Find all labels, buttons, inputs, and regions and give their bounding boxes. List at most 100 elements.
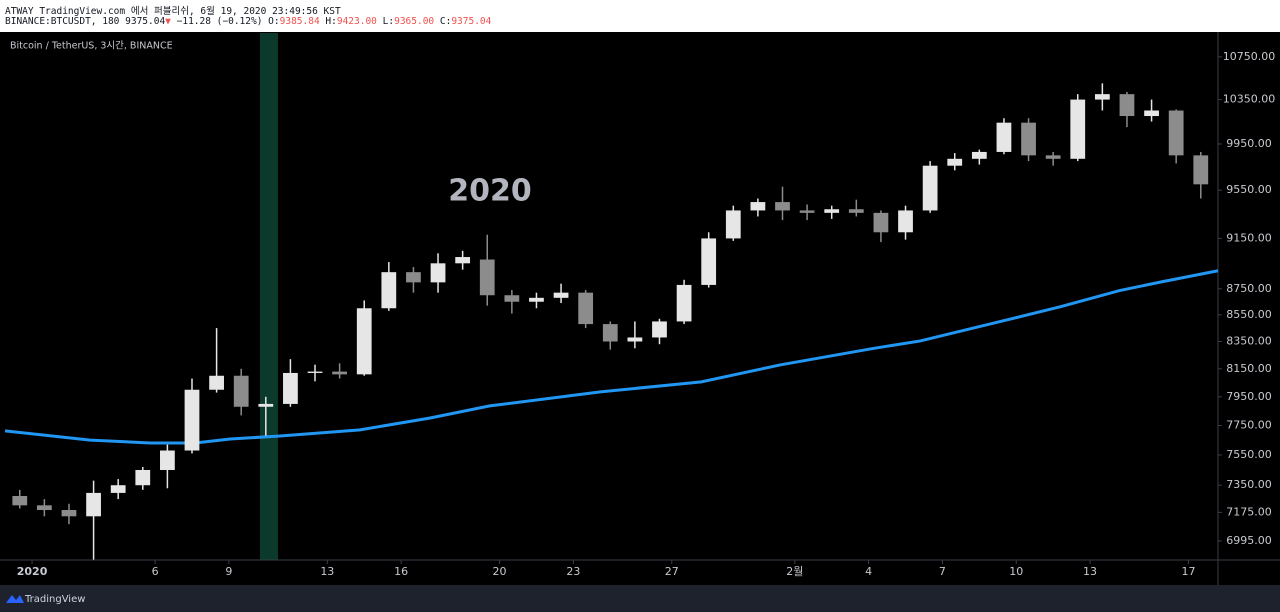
x-tick-label: 23 xyxy=(566,565,580,578)
candle-body xyxy=(135,469,151,486)
h-value: 9423.00 xyxy=(336,16,377,27)
candle-body xyxy=(1021,122,1036,156)
candle-body xyxy=(184,389,200,451)
candle-body xyxy=(455,257,471,264)
candle-body xyxy=(381,272,397,309)
candle-body xyxy=(110,485,126,493)
ohlc-line: BINANCE:BTCUSDT, 180 9375.04▼ −11.28 (−0… xyxy=(5,16,491,27)
candle-body xyxy=(627,337,643,342)
candle-body xyxy=(283,372,298,404)
x-tick-label: 10 xyxy=(1009,565,1023,578)
y-tick-label: 10350.00 xyxy=(1223,93,1276,106)
x-tick-label: 9 xyxy=(225,565,232,578)
candle-body xyxy=(701,238,717,285)
x-tick-label: 4 xyxy=(865,565,872,578)
x-tick-label: 2020 xyxy=(17,565,48,578)
candle-body xyxy=(922,165,938,211)
candle-body xyxy=(1193,155,1209,185)
x-tick-label: 20 xyxy=(493,565,507,578)
h-label: H: xyxy=(325,16,337,27)
candle-body xyxy=(799,210,815,213)
arrow: ▼ xyxy=(165,16,171,27)
chart-background xyxy=(0,32,1280,585)
symbol: BINANCE:BTCUSDT, 180 xyxy=(5,16,120,27)
candle-body xyxy=(1168,110,1184,156)
candle-body xyxy=(947,158,963,166)
x-tick-label: 6 xyxy=(152,565,159,578)
c-label: C: xyxy=(439,16,452,27)
x-tick-label: 13 xyxy=(320,565,334,578)
candle-body xyxy=(406,272,421,283)
y-tick-label: 8150.00 xyxy=(1226,362,1272,375)
change: −11.28 (−0.12%) xyxy=(176,16,263,27)
candle-body xyxy=(873,212,889,233)
y-tick-label: 8550.00 xyxy=(1226,308,1272,321)
candle-body xyxy=(1045,155,1061,159)
x-tick-label: 2월 xyxy=(786,565,803,578)
l-label: L: xyxy=(382,16,395,27)
x-tick-label: 16 xyxy=(394,565,408,578)
logo-icon xyxy=(6,595,24,603)
c-value: 9375.04 xyxy=(451,16,492,27)
candle-body xyxy=(160,450,175,470)
last-price: 9375.04 xyxy=(125,16,166,27)
candle-body xyxy=(1094,94,1110,100)
l-value: 9365.00 xyxy=(394,16,435,27)
candle-body xyxy=(775,202,790,211)
y-tick-label: 7175.00 xyxy=(1226,505,1272,518)
y-tick-label: 7550.00 xyxy=(1226,448,1272,461)
watermark: 2020 xyxy=(448,174,532,209)
y-tick-label: 8350.00 xyxy=(1226,334,1272,347)
pane-title: Bitcoin / TetherUS, 3시간, BINANCE xyxy=(10,41,173,52)
candle-body xyxy=(553,292,569,298)
candle-body xyxy=(12,496,28,506)
candle-body xyxy=(996,122,1012,152)
candle-body xyxy=(824,209,840,213)
candle-body xyxy=(602,324,618,342)
o-label: O: xyxy=(268,16,280,27)
y-tick-label: 9150.00 xyxy=(1226,231,1272,244)
candle-body xyxy=(233,375,249,407)
candle-body xyxy=(898,210,913,233)
candle-body xyxy=(479,259,495,296)
o-value: 9385.84 xyxy=(279,16,320,27)
candle-body xyxy=(578,292,594,325)
footer-brand: TradingView xyxy=(24,594,85,605)
candle-body xyxy=(652,321,667,338)
header: ATWAY TradingView.com 에서 퍼블리쉬, 6월 19, 20… xyxy=(0,0,1280,32)
candle-body xyxy=(504,295,520,302)
candle-body xyxy=(1144,110,1159,117)
x-tick-label: 7 xyxy=(939,565,946,578)
y-tick-label: 9950.00 xyxy=(1226,137,1272,150)
y-tick-label: 8750.00 xyxy=(1226,282,1272,295)
candle-body xyxy=(971,151,987,159)
footer-bar xyxy=(0,585,1280,612)
candle-body xyxy=(307,371,323,373)
x-tick-label: 27 xyxy=(665,565,679,578)
y-tick-label: 7950.00 xyxy=(1226,390,1272,403)
y-tick-label: 7750.00 xyxy=(1226,419,1272,432)
candle-body xyxy=(430,263,446,283)
candle-body xyxy=(1119,94,1135,117)
candle-body xyxy=(86,492,101,517)
y-tick-label: 10750.00 xyxy=(1223,50,1276,63)
candle-body xyxy=(61,510,77,517)
y-tick-label: 7350.00 xyxy=(1226,478,1272,491)
candle-body xyxy=(1070,99,1086,159)
candle-body xyxy=(209,375,224,390)
y-tick-label: 6995.00 xyxy=(1226,534,1272,547)
candle-body xyxy=(725,210,741,239)
y-tick-label: 9550.00 xyxy=(1226,183,1272,196)
x-tick-label: 13 xyxy=(1083,565,1097,578)
highlight-band xyxy=(260,33,278,560)
x-tick-label: 17 xyxy=(1181,565,1195,578)
candle-body xyxy=(36,505,52,511)
candle-body xyxy=(750,202,766,211)
candle-body xyxy=(356,308,372,375)
candle-body xyxy=(676,284,692,322)
publish-line: ATWAY TradingView.com 에서 퍼블리쉬, 6월 19, 20… xyxy=(5,6,341,17)
candle-body xyxy=(848,209,864,213)
candle-body xyxy=(258,403,274,407)
